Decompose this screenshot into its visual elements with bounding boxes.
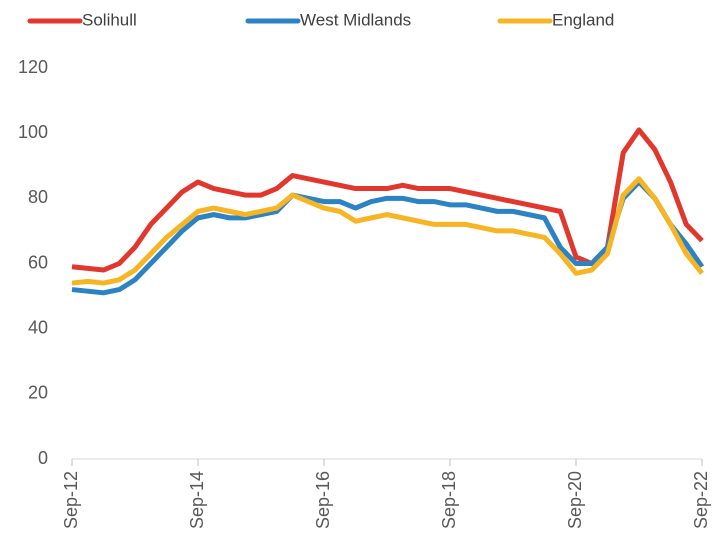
x-tick-label: Sep-14 bbox=[187, 471, 207, 529]
x-tick-label: Sep-20 bbox=[565, 471, 585, 529]
x-tick-label: Sep-16 bbox=[313, 471, 333, 529]
y-tick-label: 80 bbox=[28, 187, 48, 207]
x-tick-label: Sep-12 bbox=[61, 471, 81, 529]
series-line bbox=[71, 176, 704, 286]
legend-label: West Midlands bbox=[300, 10, 411, 29]
y-tick-label: 60 bbox=[28, 252, 48, 272]
y-tick-label: 20 bbox=[28, 383, 48, 403]
legend-label: Solihull bbox=[82, 10, 137, 29]
y-tick-label: 40 bbox=[28, 317, 48, 337]
y-tick-label: 120 bbox=[18, 57, 48, 77]
y-tick-label: 0 bbox=[38, 448, 48, 468]
y-tick-label: 100 bbox=[18, 122, 48, 142]
x-tick-label: Sep-22 bbox=[691, 471, 711, 529]
x-tick-label: Sep-18 bbox=[439, 471, 459, 529]
legend-label: England bbox=[552, 10, 614, 29]
series-line bbox=[71, 179, 705, 296]
